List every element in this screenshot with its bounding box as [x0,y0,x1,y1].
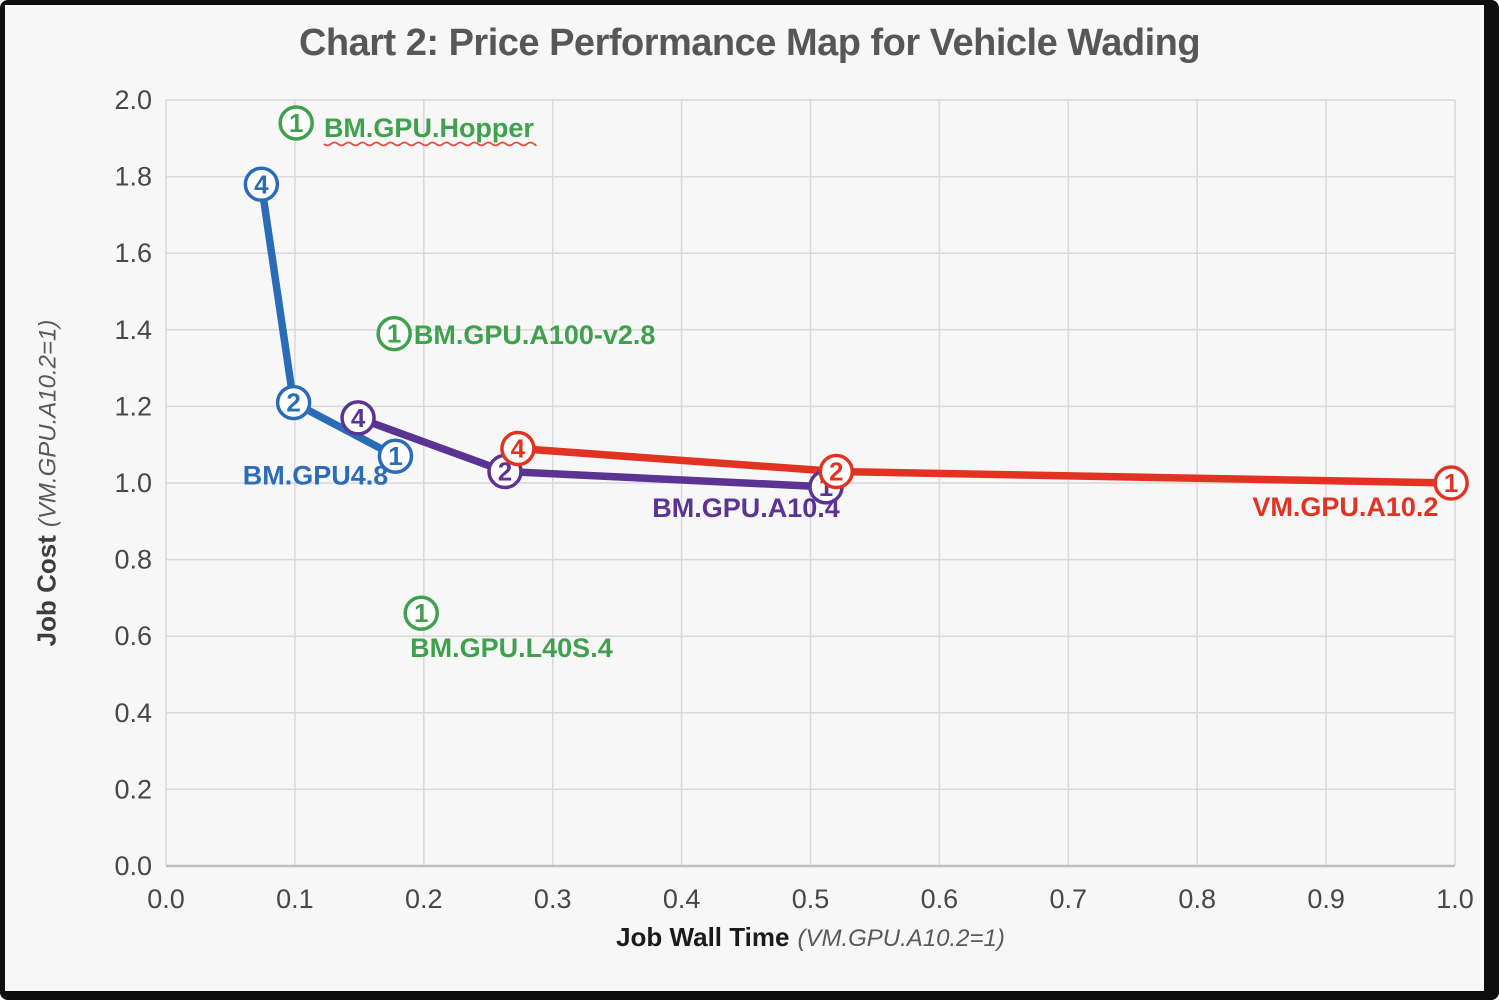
vm-gpu-a10-2-1-marker-label: 1 [1444,468,1458,498]
x-axis-title-text: Job Wall Time [616,922,790,952]
x-tick-label: 0.6 [921,884,959,914]
bm-gpu4-8-4-marker [243,166,280,203]
spellcheck-underline-bm-gpu-hopper [323,141,537,147]
point-label-bm-gpu-a100-v2-8: BM.GPU.A100-v2.8 [414,320,656,350]
x-tick-label: 0.1 [276,884,314,914]
y-tick-label: 0.4 [114,698,152,728]
bm-gpu4-8-2-marker-label: 2 [286,388,300,418]
bm-gpu-hopper-marker [278,105,314,141]
screenshot-border-top [0,0,1499,5]
y-tick-label: 0.0 [114,851,152,881]
y-axis-title: Job Cost (VM.GPU.A10.2=1) [32,320,63,647]
x-tick-label: 0.9 [1307,884,1345,914]
x-tick-label: 0.3 [534,884,572,914]
point-label-bm-gpu-hopper: BM.GPU.Hopper [324,113,534,143]
y-tick-label: 0.8 [114,545,152,575]
x-axis-title: Job Wall Time (VM.GPU.A10.2=1) [166,922,1455,953]
y-tick-label: 1.8 [114,162,152,192]
y-axis-title-unit: (VM.GPU.A10.2=1) [34,319,62,528]
x-tick-label: 0.5 [792,884,830,914]
vm-gpu-a10-2-2-marker [818,453,855,490]
vm-gpu-a10-2-1-marker [1433,465,1469,501]
bm-gpu-a10-4-2-marker-label: 2 [498,457,512,487]
x-tick-label: 0.2 [405,884,443,914]
series-label-bm-gpu-a10-4: BM.GPU.A10.4 [652,493,840,523]
x-tick-label: 0.7 [1050,884,1088,914]
y-tick-label: 1.6 [114,238,152,268]
x-tick-label: 0.8 [1178,884,1216,914]
x-tick-label: 0.4 [663,884,701,914]
bm-gpu-a100-v2-8-marker-label: 1 [387,319,401,349]
screenshot-border-right [1484,0,1499,1000]
y-tick-label: 0.6 [114,621,152,651]
bm-gpu4-8-4-marker-label: 4 [254,169,269,199]
screenshot-border-left [0,0,5,1000]
chart-title: Chart 2: Price Performance Map for Vehic… [298,22,1201,64]
x-axis-title-unit: (VM.GPU.A10.2=1) [797,925,1005,952]
y-tick-label: 2.0 [114,85,152,115]
bm-gpu-a10-4-4-marker [340,400,376,436]
y-tick-label: 0.2 [114,774,152,804]
y-tick-label: 1.2 [114,391,152,421]
bm-gpu-a10-4-4-marker-label: 4 [351,403,366,433]
y-tick-label: 1.4 [114,315,152,345]
bm-gpu4-8-2-marker [275,384,312,421]
screenshot-border-bottom [0,991,1499,1000]
vm-gpu-a10-2-4-marker-label: 4 [511,434,526,464]
series-label-bm-gpu4-8: BM.GPU4.8 [243,460,389,490]
x-tick-label: 0.0 [147,884,185,914]
x-tick-label: 1.0 [1436,884,1474,914]
vm-gpu-a10-2-4-marker [500,430,536,467]
bm-gpu-l40s-4-marker [403,595,439,631]
bm-gpu-a100-v2-8-marker [376,315,412,352]
bm-gpu-hopper-marker-label: 1 [289,108,303,138]
point-label-bm-gpu-l40s-4: BM.GPU.L40S.4 [410,633,613,663]
bm-gpu-l40s-4-marker-label: 1 [414,598,428,628]
y-axis-title-text: Job Cost [31,535,62,647]
vm-gpu-a10-2-2-marker-label: 2 [829,457,843,487]
y-tick-label: 1.0 [114,468,152,498]
bm-gpu4-8-1-marker-label: 1 [388,441,402,471]
bm-gpu4-8-1-marker [377,438,414,474]
series-label-vm-gpu-a10-2: VM.GPU.A10.2 [1252,492,1438,522]
